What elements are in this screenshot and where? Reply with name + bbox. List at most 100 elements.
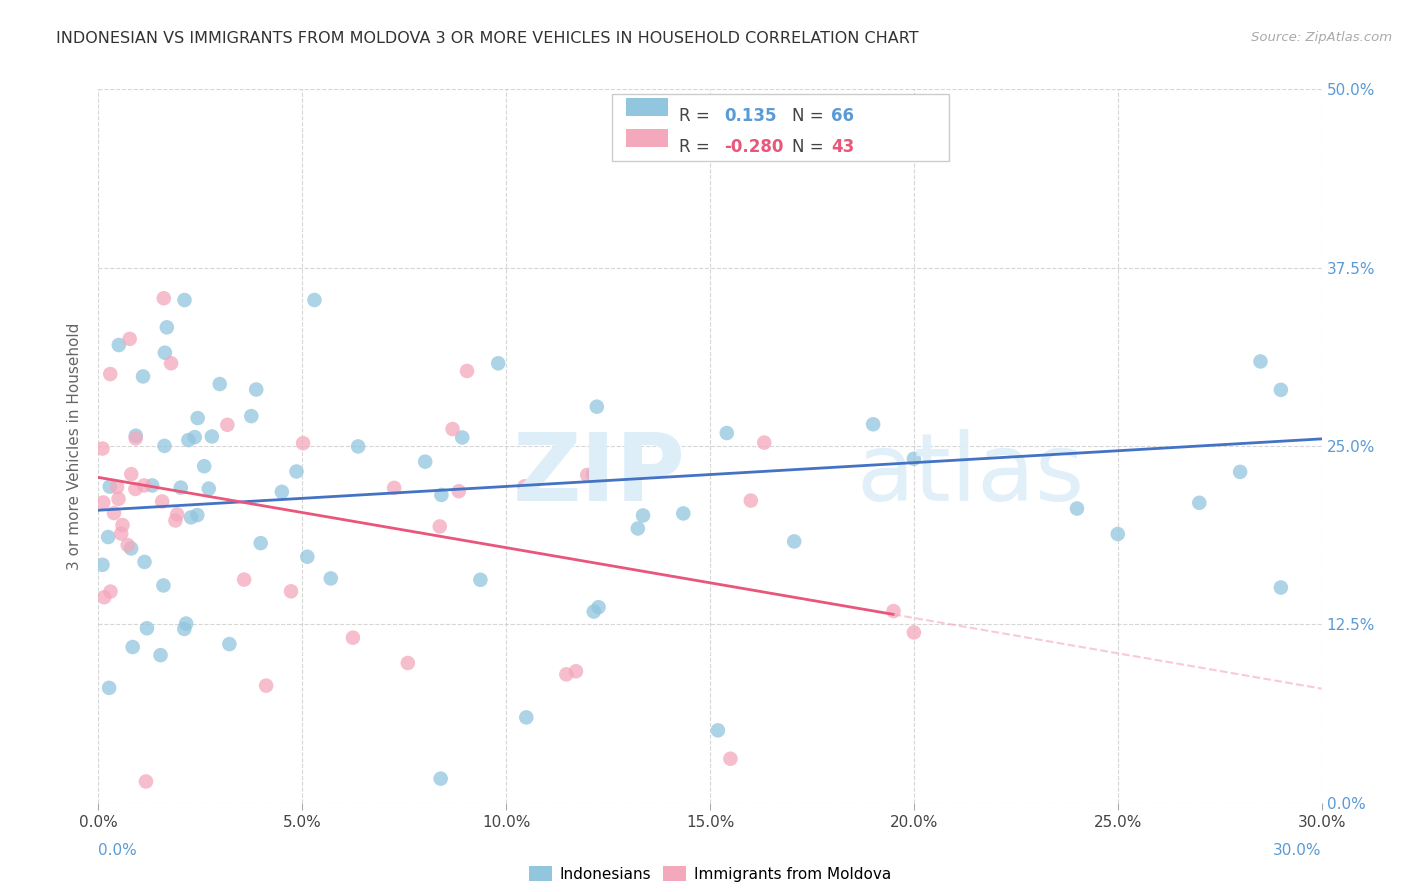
- Text: atlas: atlas: [856, 428, 1085, 521]
- Point: [217, 417, 239, 432]
- Point: [1066, 501, 1088, 516]
- Text: R =: R =: [679, 138, 716, 156]
- Point: [627, 521, 650, 535]
- Point: [430, 488, 453, 502]
- Point: [135, 621, 157, 635]
- Point: [754, 435, 776, 450]
- Point: [456, 364, 478, 378]
- Point: [91, 558, 114, 572]
- Point: [585, 400, 607, 414]
- Point: [254, 679, 277, 693]
- Point: [153, 291, 176, 305]
- Point: [720, 752, 742, 766]
- Point: [292, 436, 315, 450]
- Point: [100, 584, 122, 599]
- Point: [413, 455, 436, 469]
- Point: [187, 411, 209, 425]
- Point: [149, 648, 172, 662]
- Point: [576, 467, 599, 482]
- Text: INDONESIAN VS IMMIGRANTS FROM MOLDOVA 3 OR MORE VEHICLES IN HOUSEHOLD CORRELATIO: INDONESIAN VS IMMIGRANTS FROM MOLDOVA 3 …: [56, 31, 920, 46]
- Point: [285, 465, 308, 479]
- Point: [565, 665, 588, 679]
- Point: [118, 332, 141, 346]
- Text: 0.0%: 0.0%: [98, 843, 138, 858]
- Point: [513, 479, 536, 493]
- Point: [382, 481, 405, 495]
- Point: [555, 667, 578, 681]
- Point: [631, 508, 654, 523]
- Point: [740, 493, 762, 508]
- Text: 66: 66: [831, 107, 853, 125]
- Point: [150, 494, 173, 508]
- Point: [270, 484, 292, 499]
- Point: [240, 409, 263, 424]
- Point: [1188, 496, 1211, 510]
- Point: [173, 622, 195, 636]
- Point: [429, 519, 451, 533]
- Point: [117, 538, 139, 552]
- Point: [110, 526, 132, 541]
- Point: [97, 530, 120, 544]
- Point: [98, 681, 121, 695]
- Point: [134, 555, 156, 569]
- Point: [152, 578, 174, 592]
- Point: [124, 431, 146, 445]
- Point: [201, 429, 224, 443]
- Point: [1107, 527, 1129, 541]
- Point: [233, 573, 256, 587]
- Point: [111, 518, 134, 533]
- Point: [280, 584, 302, 599]
- Point: [396, 656, 419, 670]
- Point: [319, 571, 342, 585]
- Point: [135, 774, 157, 789]
- Point: [134, 478, 156, 492]
- Text: R =: R =: [679, 107, 716, 125]
- Point: [93, 591, 115, 605]
- Point: [98, 367, 121, 381]
- Text: ZIP: ZIP: [513, 428, 686, 521]
- Point: [672, 507, 695, 521]
- Text: 0.135: 0.135: [724, 107, 776, 125]
- Point: [903, 625, 925, 640]
- Point: [186, 508, 208, 522]
- Text: 30.0%: 30.0%: [1274, 843, 1322, 858]
- Point: [304, 293, 326, 307]
- Point: [141, 478, 163, 492]
- Point: [166, 508, 188, 522]
- Point: [197, 482, 219, 496]
- Point: [108, 338, 131, 352]
- Point: [107, 491, 129, 506]
- Point: [121, 640, 143, 654]
- Point: [588, 600, 610, 615]
- Text: N =: N =: [792, 138, 828, 156]
- Point: [120, 467, 142, 482]
- Point: [582, 605, 605, 619]
- Point: [1270, 581, 1292, 595]
- Text: -0.280: -0.280: [724, 138, 783, 156]
- Point: [120, 541, 142, 556]
- Point: [98, 480, 121, 494]
- Point: [183, 430, 205, 444]
- Point: [862, 417, 884, 432]
- Point: [218, 637, 240, 651]
- Point: [515, 710, 537, 724]
- Point: [160, 356, 183, 370]
- Point: [486, 356, 509, 370]
- Point: [105, 480, 128, 494]
- Point: [716, 425, 738, 440]
- Point: [125, 428, 148, 442]
- Point: [903, 451, 925, 466]
- Point: [1249, 354, 1271, 368]
- Point: [783, 534, 806, 549]
- Point: [156, 320, 179, 334]
- Point: [707, 723, 730, 738]
- Point: [451, 430, 474, 444]
- Text: 43: 43: [831, 138, 855, 156]
- Point: [208, 377, 231, 392]
- Point: [245, 383, 267, 397]
- Point: [91, 442, 114, 456]
- Point: [103, 506, 125, 520]
- Point: [153, 439, 176, 453]
- Point: [429, 772, 451, 786]
- Point: [193, 459, 215, 474]
